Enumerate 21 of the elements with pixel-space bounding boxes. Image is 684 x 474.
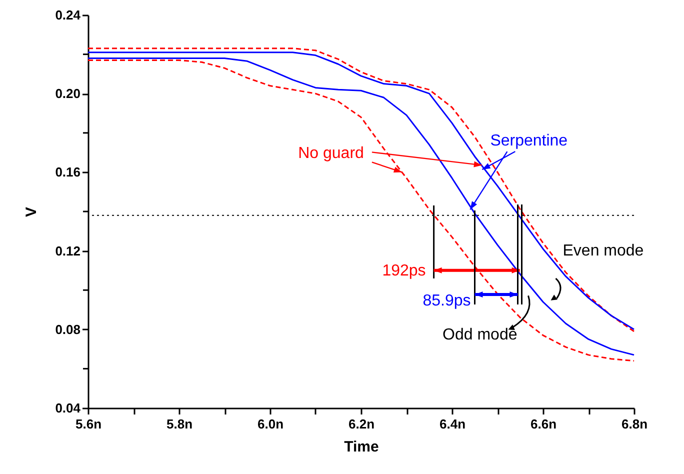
y-tick-label: 0.16 <box>55 164 80 180</box>
x-tick-label: 6.4n <box>439 416 466 432</box>
x-axis-title: Time <box>344 438 379 456</box>
annotation: 85.9ps <box>422 292 471 310</box>
annotation: Odd mode <box>442 326 518 344</box>
y-tick-label: 0.04 <box>55 400 82 416</box>
y-tick-label: 0.20 <box>55 86 80 102</box>
x-tick-label: 5.6n <box>75 416 102 432</box>
y-axis-title: V <box>23 206 40 218</box>
annotation: 192ps <box>382 262 426 280</box>
x-tick-label: 5.8n <box>166 416 193 432</box>
x-tick-label: 6.6n <box>530 416 557 432</box>
annotation: Serpentine <box>490 132 568 150</box>
x-tick-label: 6.0n <box>257 416 284 432</box>
y-tick-label: 0.12 <box>55 243 80 258</box>
annotation: No guard <box>298 145 364 162</box>
y-tick-label: 0.24 <box>55 8 82 22</box>
annotation: Even mode <box>562 242 644 260</box>
y-tick-label: 0.08 <box>55 322 80 337</box>
x-tick-label: 6.2n <box>348 416 375 432</box>
x-tick-label: 6.8n <box>621 416 648 432</box>
